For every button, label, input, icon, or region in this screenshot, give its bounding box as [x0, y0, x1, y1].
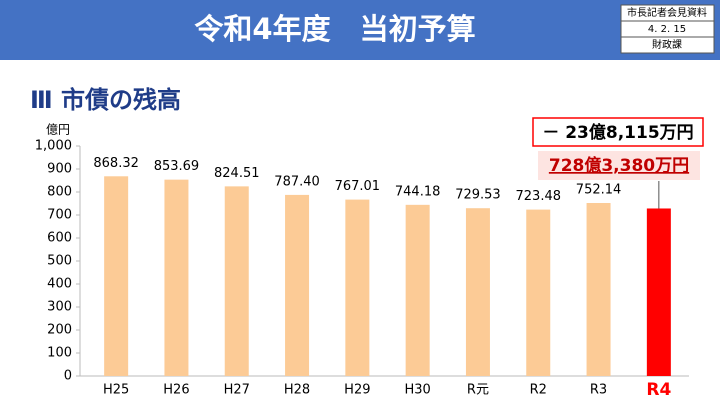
- value-label: 824.51: [214, 166, 260, 181]
- y-tick-label: 1,000: [35, 139, 72, 154]
- x-tick-label: H28: [284, 383, 310, 398]
- x-tick-label: R4: [646, 380, 671, 400]
- badge-text: 4. 2. 15: [648, 24, 686, 35]
- badge-text: 財政課: [652, 38, 682, 51]
- badge-text: 市長記者会見資料: [627, 6, 707, 19]
- value-label: 729.53: [455, 188, 501, 203]
- y-tick-label: 900: [47, 162, 72, 177]
- section-title: Ⅲ 市債の残高: [30, 86, 181, 114]
- bar: [405, 204, 430, 376]
- bar: [164, 179, 189, 376]
- x-tick-label: R3: [590, 383, 607, 398]
- value-label: 728億3,380万円: [549, 155, 689, 176]
- y-tick-label: 300: [47, 300, 72, 315]
- annotation-box: [532, 117, 704, 147]
- bar: [285, 194, 310, 376]
- bar: [646, 208, 671, 376]
- y-tick-label: 100: [47, 346, 72, 361]
- x-tick-label: H30: [404, 383, 430, 398]
- x-tick-label: R元: [467, 383, 489, 398]
- y-unit: 億円: [46, 123, 70, 137]
- bar: [104, 176, 129, 376]
- y-tick-label: 800: [47, 185, 72, 200]
- value-label: 752.14: [576, 183, 622, 198]
- y-tick-label: 0: [64, 369, 72, 384]
- y-tick-label: 700: [47, 208, 72, 223]
- x-tick-label: R2: [530, 383, 547, 398]
- value-label: 853.69: [154, 159, 200, 174]
- bar: [345, 199, 370, 376]
- y-tick-label: 200: [47, 323, 72, 338]
- bar: [586, 203, 611, 376]
- header-title: 令和4年度 当初予算: [194, 12, 475, 46]
- value-label: 767.01: [335, 179, 381, 194]
- x-tick-label: H27: [224, 383, 250, 398]
- value-label: 787.40: [274, 174, 320, 189]
- bar: [465, 208, 490, 376]
- x-tick-label: H25: [103, 383, 129, 398]
- callout-box: [538, 151, 700, 180]
- bar: [224, 186, 249, 376]
- value-label: 868.32: [93, 156, 139, 171]
- y-tick-label: 400: [47, 277, 72, 292]
- header-bar: [0, 0, 720, 60]
- x-tick-label: H29: [344, 383, 370, 398]
- x-tick-label: H26: [163, 383, 189, 398]
- value-label: 723.48: [516, 189, 562, 204]
- bar: [526, 209, 551, 376]
- value-label: 744.18: [395, 184, 441, 199]
- y-tick-label: 500: [47, 254, 72, 269]
- y-tick-label: 600: [47, 231, 72, 246]
- annotation: － 23億8,115万円: [542, 122, 693, 143]
- badge-box: [620, 4, 715, 54]
